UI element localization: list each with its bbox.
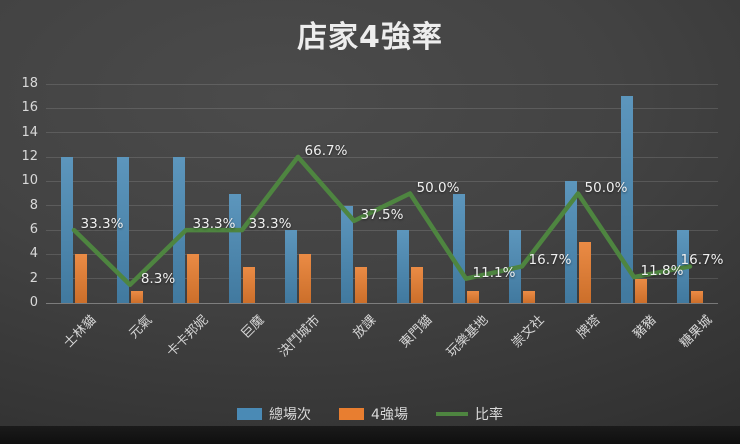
category-label: 決鬥城市	[276, 312, 324, 361]
bar-總場次	[565, 181, 577, 303]
category-label: 卡卡邦妮	[164, 312, 212, 361]
category-label: 巨魔	[238, 312, 268, 342]
ratio-data-label: 66.7%	[304, 142, 348, 159]
gridline	[46, 253, 718, 255]
bar-4強場	[243, 266, 255, 303]
gridline	[46, 83, 718, 85]
ratio-data-label: 50.0%	[584, 179, 628, 196]
legend-label-top4-games: 4強場	[371, 407, 408, 423]
bar-總場次	[341, 205, 353, 303]
category-label: 玩樂基地	[444, 312, 492, 361]
footer-strip	[0, 426, 740, 444]
legend-item-ratio: 比率	[435, 404, 503, 424]
legend-marker-blue-bar	[237, 408, 263, 420]
category-label: 士林貓	[61, 312, 100, 352]
y-axis-tick-label: 0	[29, 295, 38, 310]
bar-4強場	[691, 290, 703, 303]
legend-item-total-games: 總場次	[237, 404, 311, 424]
ratio-data-label: 11.1%	[472, 264, 516, 281]
ratio-data-label: 8.3%	[140, 270, 176, 287]
ratio-data-label: 16.7%	[528, 252, 572, 269]
chart-legend: 總場次 4強場 比率	[0, 404, 740, 424]
bar-4強場	[579, 242, 591, 303]
legend-marker-green-line	[435, 412, 468, 416]
bar-4強場	[523, 290, 535, 303]
bar-總場次	[453, 193, 465, 303]
gridline	[46, 107, 718, 109]
legend-marker-orange-bar	[339, 408, 365, 420]
bar-4強場	[635, 278, 647, 303]
bar-4強場	[187, 254, 199, 303]
y-axis-tick-label: 16	[21, 100, 38, 116]
y-axis-tick-label: 12	[21, 149, 38, 164]
category-label: 豬豬	[630, 312, 660, 342]
chart-title: 店家4強率	[297, 20, 443, 55]
y-axis-tick-label: 10	[21, 173, 38, 189]
y-axis-tick-label: 6	[29, 222, 38, 237]
bar-4強場	[355, 266, 367, 303]
ratio-data-label: 16.7%	[680, 252, 724, 269]
bar-4強場	[467, 290, 479, 303]
gridline	[46, 302, 718, 304]
gridline	[46, 132, 718, 134]
gridline	[46, 229, 718, 231]
ratio-data-label: 11.8%	[640, 263, 684, 280]
bar-總場次	[61, 157, 73, 303]
ratio-data-label: 33.3%	[80, 216, 124, 233]
ratio-data-label: 50.0%	[416, 179, 460, 196]
bar-總場次	[285, 230, 297, 303]
bar-總場次	[621, 96, 633, 303]
bar-4強場	[299, 254, 311, 303]
gridline	[46, 156, 718, 158]
ratio-data-label: 33.3%	[192, 216, 236, 233]
bar-4強場	[131, 290, 143, 303]
category-label: 崇文社	[509, 312, 548, 352]
ratio-data-label: 33.3%	[248, 216, 292, 233]
category-label: 元氣	[126, 312, 156, 342]
bar-4強場	[75, 254, 87, 303]
y-axis-tick-label: 8	[29, 197, 38, 213]
legend-label-total-games: 總場次	[269, 407, 312, 423]
ratio-data-label: 37.5%	[360, 206, 404, 223]
y-axis-tick-label: 4	[29, 246, 38, 262]
category-label: 東門貓	[397, 312, 436, 352]
category-label: 糖果城	[677, 312, 716, 352]
category-label: 牌塔	[574, 312, 604, 342]
bar-4強場	[411, 266, 423, 303]
y-axis-tick-label: 2	[29, 270, 38, 286]
category-label: 放課	[350, 312, 380, 342]
legend-item-top4-games: 4強場	[339, 404, 408, 424]
bar-總場次	[229, 193, 241, 303]
legend-label-ratio: 比率	[474, 407, 503, 423]
y-axis-tick-label: 14	[21, 124, 38, 140]
y-axis-tick-label: 18	[21, 76, 38, 91]
bar-總場次	[397, 230, 409, 303]
